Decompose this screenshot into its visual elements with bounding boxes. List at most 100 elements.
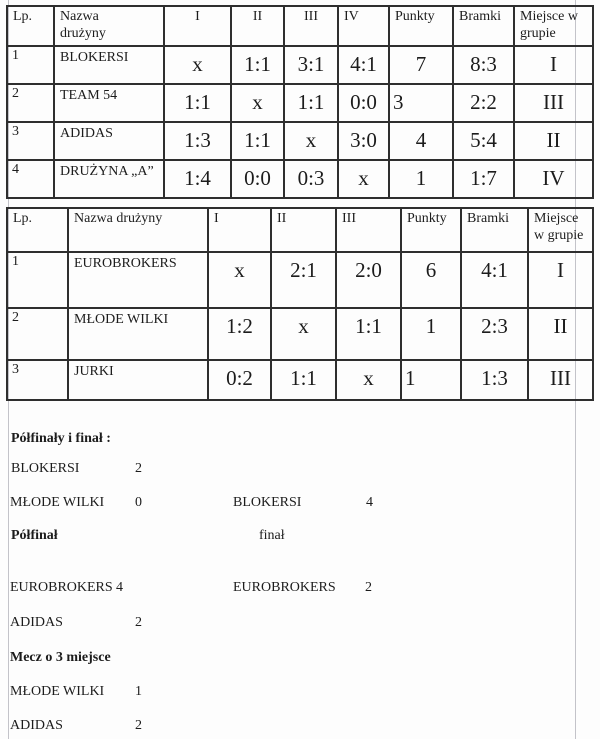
goals-cell: 2:2	[452, 82, 515, 123]
table-row: 2 TEAM 54 1:1 x 1:1 0:0 3 2:2 III	[6, 82, 594, 123]
place-cell: I	[513, 44, 594, 85]
row-number-cell: 1	[6, 251, 69, 309]
semifinal-label: Półfinał	[11, 528, 58, 543]
third-place-score-a: 1	[135, 684, 142, 699]
score-cell: x	[270, 307, 337, 361]
score-cell: 1:1	[283, 82, 339, 123]
row-number-cell: 3	[6, 359, 69, 401]
place-cell: II	[513, 120, 594, 161]
goals-cell: 5:4	[452, 120, 515, 161]
third-place-heading: Mecz o 3 miejsce	[10, 650, 111, 665]
team-name-cell: ADIDAS	[53, 120, 165, 161]
header-round-1: I	[163, 5, 232, 47]
points-cell: 7	[388, 44, 454, 85]
semifinal1-team-b: MŁODE WILKI	[10, 495, 105, 510]
row-number-cell: 2	[6, 82, 55, 123]
header-lp: Lp.	[6, 207, 69, 253]
header-goals: Bramki	[452, 5, 515, 47]
score-cell: 2:1	[270, 251, 337, 309]
score-cell: x	[337, 158, 390, 199]
row-number-cell: 1	[6, 44, 55, 85]
third-place-team-b: ADIDAS	[10, 718, 63, 733]
team-name-cell: MŁODE WILKI	[67, 307, 209, 361]
score-cell: 1:3	[163, 120, 232, 161]
score-cell: 1:1	[230, 44, 285, 85]
score-cell: 1:4	[163, 158, 232, 199]
place-cell: III	[513, 82, 594, 123]
header-round-2: II	[230, 5, 285, 47]
score-cell: x	[283, 120, 339, 161]
group-a-standings-table: Lp. Nazwa drużyny I II III IV Punkty Bra…	[6, 5, 594, 199]
score-cell: 0:0	[337, 82, 390, 123]
row-number-cell: 4	[6, 158, 55, 199]
score-cell: 0:3	[283, 158, 339, 199]
header-place: Miejsce w grupie	[527, 207, 594, 253]
final-score-2: 2	[365, 580, 372, 595]
goals-cell: 2:3	[460, 307, 529, 361]
semifinal2-score-a: 4	[116, 580, 123, 595]
header-team-label: Nazwa drużyny	[60, 9, 106, 41]
team-name-cell: DRUŻYNA „A”	[53, 158, 165, 199]
final-team-1: BLOKERSI	[233, 495, 302, 510]
final-score-1: 4	[366, 495, 373, 510]
place-cell: II	[527, 307, 594, 361]
semifinal1-score-b: 0	[135, 495, 142, 510]
header-team: Nazwa drużyny	[67, 207, 209, 253]
header-lp: Lp.	[6, 5, 55, 47]
final-label: finał	[259, 528, 285, 543]
header-round-4: IV	[337, 5, 390, 47]
score-cell: x	[163, 44, 232, 85]
score-cell: 3:0	[337, 120, 390, 161]
final-team-2: EUROBROKERS	[233, 580, 336, 595]
score-cell: 1:1	[270, 359, 337, 401]
semifinal2-team-a: EUROBROKERS	[10, 580, 113, 595]
score-cell: 3:1	[283, 44, 339, 85]
score-cell: 0:2	[207, 359, 272, 401]
score-cell: 1:1	[163, 82, 232, 123]
table-row: 2 MŁODE WILKI 1:2 x 1:1 1 2:3 II	[6, 307, 594, 361]
goals-cell: 4:1	[460, 251, 529, 309]
score-cell: 1:2	[207, 307, 272, 361]
header-points: Punkty	[400, 207, 462, 253]
team-name-cell: EUROBROKERS	[67, 251, 209, 309]
team-name-cell: TEAM 54	[53, 82, 165, 123]
semifinal2-score-b: 2	[135, 615, 142, 630]
score-cell: x	[335, 359, 402, 401]
table-row: 4 DRUŻYNA „A” 1:4 0:0 0:3 x 1 1:7 IV	[6, 158, 594, 199]
team-name-cell: BLOKERSI	[53, 44, 165, 85]
table-header-row: Lp. Nazwa drużyny I II III IV Punkty Bra…	[6, 5, 594, 47]
score-cell: 4:1	[337, 44, 390, 85]
goals-cell: 1:7	[452, 158, 515, 199]
score-cell: x	[230, 82, 285, 123]
place-cell: III	[527, 359, 594, 401]
header-round-2: II	[270, 207, 337, 253]
row-number-cell: 3	[6, 120, 55, 161]
semifinal1-team-a: BLOKERSI	[11, 461, 80, 476]
points-cell: 1	[388, 158, 454, 199]
team-name-cell: JURKI	[67, 359, 209, 401]
header-round-1: I	[207, 207, 272, 253]
points-cell: 3	[388, 82, 454, 123]
table-row: 1 EUROBROKERS x 2:1 2:0 6 4:1 I	[6, 251, 594, 309]
table-row: 1 BLOKERSI x 1:1 3:1 4:1 7 8:3 I	[6, 44, 594, 85]
header-place: Miejsce w grupie	[513, 5, 594, 47]
score-cell: x	[207, 251, 272, 309]
group-b-standings-table: Lp. Nazwa drużyny I II III Punkty Bramki…	[6, 207, 594, 401]
third-place-team-a: MŁODE WILKI	[10, 684, 105, 699]
points-cell: 6	[400, 251, 462, 309]
third-place-score-b: 2	[135, 718, 142, 733]
table-row: 3 JURKI 0:2 1:1 x 1 1:3 III	[6, 359, 594, 401]
place-cell: IV	[513, 158, 594, 199]
table-row: 3 ADIDAS 1:3 1:1 x 3:0 4 5:4 II	[6, 120, 594, 161]
header-points: Punkty	[388, 5, 454, 47]
row-number-cell: 2	[6, 307, 69, 361]
semifinal2-team-b: ADIDAS	[10, 615, 63, 630]
points-cell: 1	[400, 359, 462, 401]
header-round-3: III	[283, 5, 339, 47]
goals-cell: 1:3	[460, 359, 529, 401]
header-round-3: III	[335, 207, 402, 253]
score-cell: 0:0	[230, 158, 285, 199]
points-cell: 4	[388, 120, 454, 161]
goals-cell: 8:3	[452, 44, 515, 85]
